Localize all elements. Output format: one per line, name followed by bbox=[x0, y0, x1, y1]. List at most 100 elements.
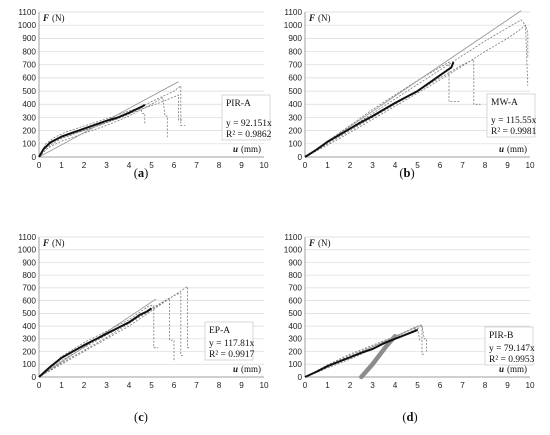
x-tick-label: 1 bbox=[325, 381, 330, 390]
y-tick-label: 200 bbox=[22, 126, 36, 135]
y-tick-label: 400 bbox=[288, 322, 302, 331]
x-tick-label: 3 bbox=[370, 161, 375, 170]
fit-equation: y = 92.151x bbox=[226, 119, 272, 129]
x-tick-label: 3 bbox=[104, 381, 109, 390]
x-axis-title: u (mm) bbox=[499, 364, 527, 374]
y-tick-label: 600 bbox=[288, 74, 302, 83]
x-tick-label: 6 bbox=[438, 381, 443, 390]
y-tick-label: 700 bbox=[22, 61, 36, 70]
x-tick-label: 10 bbox=[259, 381, 269, 390]
x-tick-label: 8 bbox=[483, 381, 488, 390]
y-tick-label: 600 bbox=[22, 296, 36, 305]
x-tick-label: 9 bbox=[505, 161, 510, 170]
specimen-curve bbox=[38, 292, 183, 378]
y-tick-label: 100 bbox=[22, 360, 36, 369]
x-tick-label: 4 bbox=[393, 381, 398, 390]
r-squared: R² = 0.9953 bbox=[489, 355, 535, 365]
y-tick-label: 400 bbox=[22, 322, 36, 331]
y-tick-label: 300 bbox=[288, 335, 302, 344]
y-tick-label: 300 bbox=[22, 335, 36, 344]
y-tick-label: 1000 bbox=[18, 246, 37, 255]
panel-caption: (c) bbox=[134, 410, 148, 424]
x-tick-label: 9 bbox=[505, 381, 510, 390]
x-tick-label: 1 bbox=[59, 381, 64, 390]
x-axis-title: u (mm) bbox=[233, 144, 261, 154]
y-tick-label: 100 bbox=[288, 360, 302, 369]
x-tick-label: 0 bbox=[303, 381, 308, 390]
y-tick-label: 900 bbox=[22, 258, 36, 267]
x-tick-label: 5 bbox=[149, 161, 154, 170]
y-tick-label: 400 bbox=[288, 100, 302, 109]
y-tick-label: 200 bbox=[288, 126, 302, 135]
x-tick-label: 4 bbox=[393, 161, 398, 170]
panel-caption: (b) bbox=[399, 166, 414, 180]
x-tick-label: 9 bbox=[239, 161, 244, 170]
panel-caption: (d) bbox=[402, 410, 417, 424]
chart-panel-d: 0 100 200 300 400 500 600 700 800 900 1000 1100 0 1 2 3… bbox=[284, 233, 535, 424]
y-tick-label: 600 bbox=[288, 296, 302, 305]
y-tick-label: 900 bbox=[288, 258, 302, 267]
x-tick-label: 9 bbox=[239, 381, 244, 390]
specimen-curve bbox=[304, 61, 461, 158]
x-axis-title: u (mm) bbox=[233, 364, 261, 374]
y-tick-label: 800 bbox=[288, 271, 302, 280]
r-squared: R² = 0.9862 bbox=[226, 130, 272, 140]
x-tick-label: 2 bbox=[82, 161, 87, 170]
x-axis-title: u (mm) bbox=[499, 144, 527, 154]
specimen-curve bbox=[38, 84, 186, 158]
y-tick-label: 500 bbox=[288, 87, 302, 96]
x-tick-label: 1 bbox=[325, 161, 330, 170]
x-tick-label: 8 bbox=[217, 381, 222, 390]
x-tick-label: 7 bbox=[194, 381, 199, 390]
fit-equation: y = 115.55x bbox=[491, 116, 537, 126]
annotation-box bbox=[221, 94, 271, 141]
r-squared: R² = 0.9981 bbox=[491, 127, 537, 137]
x-tick-label: 10 bbox=[259, 161, 269, 170]
y-tick-label: 300 bbox=[22, 113, 36, 122]
x-tick-label: 3 bbox=[104, 161, 109, 170]
mean-curve bbox=[38, 104, 146, 158]
y-tick-label: 1000 bbox=[284, 246, 303, 255]
specimen-curve bbox=[38, 297, 175, 378]
y-tick-label: 1100 bbox=[18, 233, 36, 242]
specimen-curve bbox=[304, 58, 481, 158]
y-tick-label: 200 bbox=[22, 347, 36, 356]
y-tick-label: 300 bbox=[288, 113, 302, 122]
specimen-curve bbox=[38, 285, 190, 378]
specimen-curve bbox=[304, 24, 529, 158]
y-tick-label: 1100 bbox=[18, 8, 36, 17]
x-tick-label: 5 bbox=[415, 381, 420, 390]
specimen-curve bbox=[38, 305, 159, 378]
x-tick-label: 0 bbox=[37, 381, 42, 390]
x-tick-label: 7 bbox=[194, 161, 199, 170]
x-tick-label: 5 bbox=[149, 381, 154, 390]
x-tick-label: 6 bbox=[172, 161, 177, 170]
y-tick-label: 1000 bbox=[18, 21, 37, 30]
y-tick-label: 0 bbox=[31, 153, 36, 162]
x-tick-label: 0 bbox=[303, 161, 308, 170]
specimen-label: PIR-A bbox=[226, 99, 251, 109]
specimen-curve bbox=[38, 97, 168, 158]
y-tick-label: 900 bbox=[288, 34, 302, 43]
y-tick-label: 400 bbox=[22, 100, 36, 109]
x-tick-label: 2 bbox=[348, 161, 353, 170]
fit-equation: y = 79.147x bbox=[489, 344, 535, 354]
specimen-curve bbox=[38, 107, 146, 158]
chart-panel-c: 0 100 200 300 400 500 600 700 800 900 1000 1100 0 1 2 3… bbox=[18, 233, 269, 424]
y-tick-label: 500 bbox=[22, 309, 36, 318]
annotation-box bbox=[204, 321, 254, 361]
y-tick-label: 800 bbox=[22, 271, 36, 280]
y-tick-label: 900 bbox=[22, 34, 36, 43]
y-tick-label: 800 bbox=[22, 47, 36, 56]
y-tick-label: 1100 bbox=[284, 233, 302, 242]
mean-curve bbox=[38, 307, 153, 378]
y-axis-title: F (N) bbox=[42, 13, 65, 23]
x-tick-label: 10 bbox=[525, 161, 535, 170]
annotation-box bbox=[484, 326, 534, 366]
x-tick-label: 4 bbox=[127, 381, 132, 390]
x-tick-label: 2 bbox=[348, 381, 353, 390]
x-tick-label: 4 bbox=[127, 161, 132, 170]
y-tick-label: 800 bbox=[288, 47, 302, 56]
y-axis-title: F (N) bbox=[308, 238, 331, 248]
y-tick-label: 700 bbox=[288, 61, 302, 70]
